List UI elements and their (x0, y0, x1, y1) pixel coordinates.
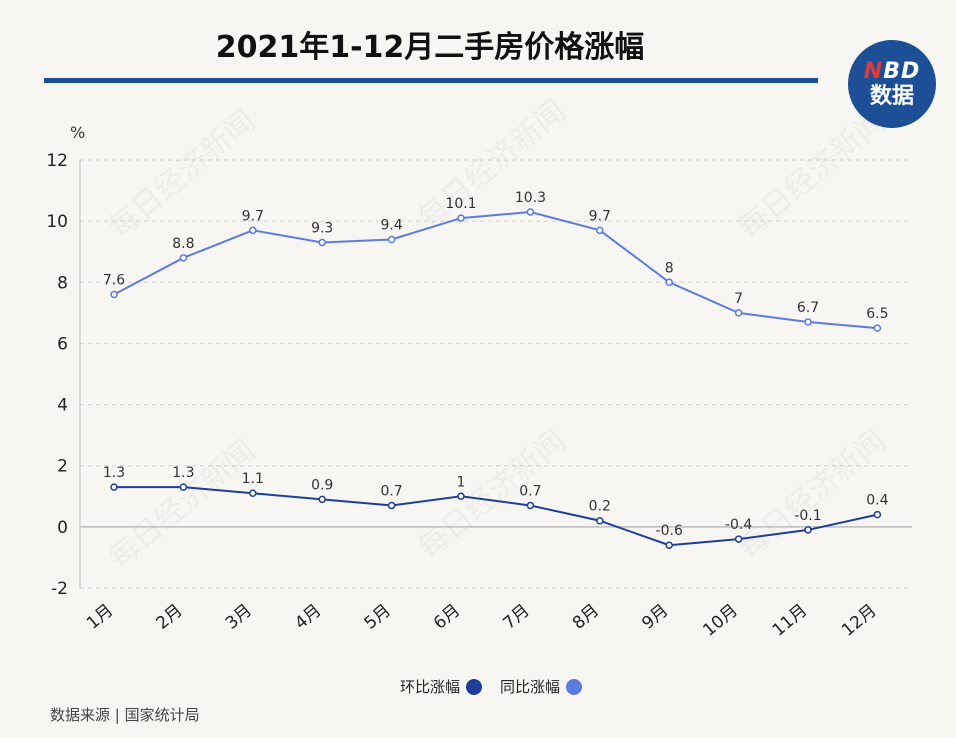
data-label-mom: 0.7 (380, 483, 402, 499)
data-source: 数据来源 | 国家统计局 (50, 706, 200, 724)
legend-label-yoy: 同比涨幅 (500, 678, 561, 696)
data-label-yoy: 7.6 (103, 273, 125, 289)
x-tick-label: 1月 (83, 601, 117, 634)
logo-letters: BD (883, 58, 921, 84)
data-label-mom: 0.9 (311, 477, 333, 493)
series-line-yoy (113, 210, 878, 330)
data-point-mom (318, 495, 326, 504)
title-underline (44, 78, 818, 83)
nbd-logo: NBD 数据 (848, 40, 936, 128)
logo-subtitle: 数据 (869, 83, 914, 109)
legend: 环比涨幅 同比涨幅 (400, 676, 583, 697)
x-tick-label: 2月 (152, 601, 186, 634)
data-point-yoy (526, 208, 535, 216)
data-point-yoy (873, 324, 882, 332)
data-point-mom (665, 541, 673, 549)
x-tick-label: 12月 (838, 601, 880, 641)
data-label-mom: -0.6 (656, 523, 683, 539)
data-point-mom (734, 535, 743, 543)
legend-swatch-yoy (566, 678, 583, 695)
data-point-mom (526, 501, 535, 510)
data-point-mom (249, 489, 257, 497)
data-label-mom: 1.1 (242, 471, 264, 487)
data-point-yoy (665, 278, 673, 287)
x-tick-label: 7月 (499, 601, 533, 634)
legend-swatch-mom (466, 678, 483, 695)
x-tick-label: 4月 (291, 601, 325, 634)
y-tick-label: -2 (51, 579, 68, 599)
data-point-yoy (596, 226, 604, 235)
data-point-yoy (249, 226, 257, 235)
y-tick-label: 2 (57, 457, 68, 477)
data-label-mom: 1.3 (103, 465, 125, 481)
y-tick-label: 8 (57, 273, 68, 293)
x-tick-label: 5月 (361, 601, 395, 634)
x-tick-label: 10月 (699, 601, 741, 641)
legend-item-mom[interactable]: 环比涨幅 (400, 676, 483, 697)
series-line-mom (114, 486, 878, 547)
data-point-yoy (110, 290, 118, 299)
x-tick-label: 9月 (638, 601, 672, 634)
data-point-yoy (179, 254, 188, 262)
data-point-mom (457, 492, 465, 501)
data-point-yoy (457, 214, 465, 222)
legend-item-yoy[interactable]: 同比涨幅 (500, 676, 583, 697)
data-label-yoy: 8.8 (172, 236, 194, 252)
data-point-mom (110, 483, 118, 491)
y-tick-label: 4 (57, 396, 68, 416)
x-tick-label: 3月 (222, 601, 256, 634)
data-point-yoy (734, 309, 743, 317)
data-point-yoy (387, 235, 396, 244)
data-label-yoy: 6.7 (797, 300, 819, 316)
x-tick-label: 6月 (430, 601, 464, 634)
data-label-yoy: 7 (734, 291, 743, 307)
x-tick-label: 8月 (569, 601, 603, 634)
data-point-mom (596, 516, 604, 525)
data-point-mom (387, 501, 396, 510)
data-label-yoy: 6.5 (866, 306, 888, 322)
data-label-mom: -0.1 (794, 508, 821, 524)
data-label-mom: 0.2 (589, 499, 611, 515)
data-point-mom (873, 510, 882, 519)
data-label-yoy: 10.1 (445, 196, 476, 212)
data-point-yoy (804, 318, 812, 326)
y-axis-label: % (70, 123, 85, 142)
y-tick-label: 12 (46, 151, 68, 171)
data-label-mom: 0.4 (866, 493, 888, 509)
data-label-mom: 1.3 (172, 465, 194, 481)
data-point-yoy (318, 238, 326, 247)
data-label-yoy: 8 (665, 260, 674, 276)
data-point-mom (179, 483, 188, 491)
data-label-yoy: 10.3 (515, 190, 546, 206)
data-label-yoy: 9.7 (589, 208, 611, 224)
legend-label-mom: 环比涨幅 (400, 678, 461, 696)
y-tick-label: 6 (57, 334, 68, 354)
data-label-yoy: 9.7 (242, 208, 264, 224)
data-label-mom: 0.7 (519, 483, 541, 499)
y-tick-label: 10 (46, 212, 68, 232)
chart-title: 2021年1-12月二手房价格涨幅 (215, 30, 645, 65)
y-tick-label: 0 (57, 518, 68, 538)
x-tick-label: 11月 (769, 601, 811, 641)
logo-accent-letter: N (863, 58, 884, 84)
data-label-mom: -0.4 (725, 517, 752, 533)
data-label-yoy: 9.3 (311, 221, 333, 237)
data-label-yoy: 9.4 (380, 217, 402, 233)
data-point-mom (804, 526, 812, 534)
data-label-mom: 1 (457, 474, 466, 490)
